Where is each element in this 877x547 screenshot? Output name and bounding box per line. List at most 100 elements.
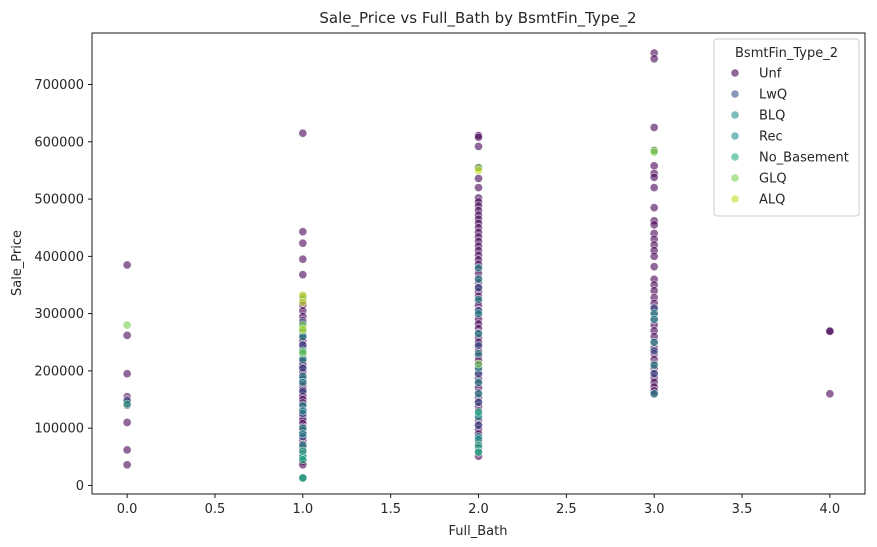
y-tick-label: 400000 [34, 250, 84, 265]
point-unf [298, 227, 308, 237]
legend-marker [730, 152, 740, 162]
point-no-basement [122, 399, 132, 409]
point-unf [649, 161, 659, 171]
legend-label: GLQ [759, 172, 787, 187]
y-axis: 0 100000 200000 300000 400000 500000 600000 700… [34, 78, 92, 494]
y-tick-label: 300000 [34, 307, 84, 322]
point-unf [122, 418, 132, 427]
point-unf [649, 172, 659, 182]
x-tick-label: 3.5 [732, 502, 753, 517]
y-tick-label: 700000 [34, 78, 84, 93]
point-lwq [298, 386, 308, 396]
y-tick-label: 100000 [34, 422, 84, 437]
legend-label: No_Basement [759, 151, 849, 166]
chart-title: Sale_Price vs Full_Bath by BsmtFin_Type_… [319, 9, 636, 28]
point-glq [474, 359, 483, 369]
legend-box [713, 38, 860, 217]
point-unf [298, 238, 308, 248]
point-alq [474, 166, 483, 175]
point-unf [298, 254, 308, 264]
point-rec [298, 429, 308, 439]
legend-label: ALQ [759, 193, 785, 208]
point-unf [474, 141, 483, 151]
point-glq [122, 320, 132, 330]
points-layer [122, 48, 835, 483]
y-tick-label: 200000 [34, 364, 84, 379]
point-lwq [474, 397, 483, 407]
point-no-basement [298, 473, 308, 483]
point-no-basement [298, 446, 308, 456]
point-unf [825, 326, 835, 336]
x-tick-label: 2.5 [556, 502, 577, 517]
point-unf [122, 445, 132, 455]
legend: BsmtFin_Type_2 Unf LwQ BLQ Rec No_Basement GLQ… [713, 38, 860, 217]
legend-marker [730, 89, 740, 99]
point-lwq [474, 340, 483, 350]
x-axis-label: Full_Bath [449, 524, 508, 539]
point-rec [298, 406, 308, 416]
point-unf [649, 54, 659, 64]
point-no-basement [474, 407, 483, 417]
point-blq [474, 389, 483, 399]
point-unf [649, 123, 659, 132]
point-lwq [474, 420, 483, 430]
point-rec [298, 377, 308, 387]
point-rec [649, 314, 659, 324]
legend-marker [730, 131, 740, 141]
x-tick-label: 4.0 [820, 502, 841, 517]
point-blq [649, 337, 659, 347]
x-tick-label: 1.5 [380, 502, 401, 517]
point-no-basement [474, 447, 483, 457]
point-unf [649, 262, 659, 272]
point-unf [825, 389, 835, 399]
point-no-basement [298, 455, 308, 465]
point-rec [649, 360, 659, 370]
x-tick-label: 0.0 [117, 502, 138, 517]
point-unf [122, 260, 132, 270]
point-blq [474, 263, 483, 273]
point-unf [649, 183, 659, 193]
point-lwq [298, 363, 308, 373]
point-rec [474, 377, 483, 387]
point-rec [474, 274, 483, 284]
point-rec [474, 309, 483, 319]
y-axis-label: Sale_Price [10, 230, 25, 296]
point-unf [122, 369, 132, 379]
point-unf [122, 330, 132, 340]
y-tick-label: 600000 [34, 135, 84, 150]
point-alq [298, 297, 308, 307]
point-unf [474, 183, 483, 193]
legend-label: Rec [759, 130, 783, 145]
point-unf [474, 132, 483, 142]
point-unf [474, 174, 483, 183]
point-unf [298, 270, 308, 280]
point-blq [649, 389, 659, 399]
legend-marker [730, 110, 740, 120]
x-tick-label: 1.0 [292, 502, 313, 517]
point-unf [649, 220, 659, 230]
legend-marker [730, 194, 740, 204]
point-unf [649, 251, 659, 261]
point-unf [298, 128, 308, 138]
y-tick-label: 0 [76, 479, 84, 494]
x-tick-label: 2.0 [468, 502, 489, 517]
x-tick-label: 3.0 [644, 502, 665, 517]
x-tick-label: 0.5 [205, 502, 226, 517]
point-rec [474, 349, 483, 359]
legend-label: LwQ [759, 88, 787, 103]
point-blq [474, 329, 483, 339]
legend-marker [730, 173, 740, 183]
x-axis: 0.0 0.5 1.0 1.5 2.0 2.5 3.0 3.5 4.0 [117, 494, 840, 517]
legend-title: BsmtFin_Type_2 [735, 46, 838, 61]
point-lwq [474, 283, 483, 293]
y-tick-label: 500000 [34, 193, 84, 208]
point-glq [298, 348, 308, 357]
point-lwq [649, 369, 659, 379]
point-unf [649, 203, 659, 213]
point-lwq [649, 346, 659, 356]
legend-label: BLQ [759, 109, 785, 124]
point-blq [474, 294, 483, 304]
point-unf [122, 460, 132, 470]
point-glq [649, 147, 659, 157]
